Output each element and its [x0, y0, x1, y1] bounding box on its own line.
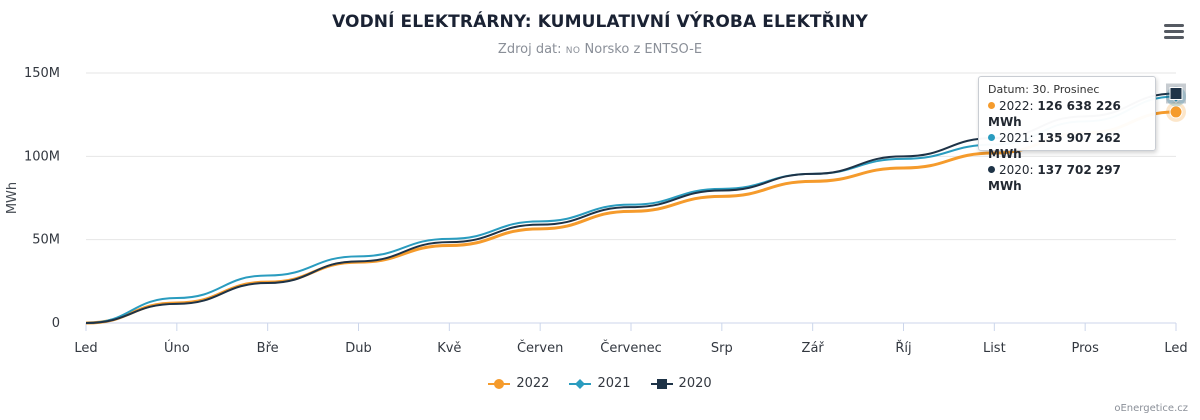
- x-tick-label: Dub: [345, 341, 372, 356]
- legend-label: 2020: [678, 376, 712, 391]
- circle-marker-icon: [488, 378, 511, 389]
- y-tick-label: 50M: [32, 233, 60, 248]
- chart-legend: 2022 2021 2020: [0, 376, 1200, 393]
- tooltip-row: 2021: 135 907 262 MWh: [988, 131, 1121, 161]
- credit-text[interactable]: oEnergetice.cz: [1114, 403, 1188, 414]
- tooltip-year: 2021: [999, 131, 1030, 145]
- x-tick-label: Úno: [164, 340, 190, 356]
- diamond-marker-icon: [569, 378, 592, 389]
- legend-item-2020[interactable]: 2020: [650, 376, 712, 391]
- y-tick-label: 150M: [24, 66, 60, 81]
- x-tick-label: Červen: [517, 340, 563, 356]
- tooltip-value: 137 702 297 MWh: [988, 163, 1121, 193]
- x-tick-label: Led: [1164, 341, 1187, 356]
- legend-item-2021[interactable]: 2021: [569, 376, 631, 391]
- tooltip-row: 2022: 126 638 226 MWh: [988, 99, 1121, 129]
- x-tick-label: Bře: [257, 341, 279, 356]
- country-flag-code: NO: [565, 46, 581, 56]
- tooltip-row: 2020: 137 702 297 MWh: [988, 163, 1121, 193]
- y-axis-title: MWh: [5, 182, 20, 214]
- y-tick-label: 0: [52, 316, 60, 331]
- chart-subtitle: Zdroj dat: NO Norsko z ENTSO-E: [0, 42, 1200, 57]
- x-tick-label: Pros: [1071, 341, 1099, 356]
- series-2022-dot: [988, 102, 995, 109]
- x-tick-label: Říj: [895, 340, 911, 356]
- tooltip-value: 126 638 226 MWh: [988, 99, 1121, 129]
- x-tick-label: Zář: [802, 341, 825, 356]
- legend-label: 2022: [516, 376, 550, 391]
- series-2020-dot: [988, 166, 995, 173]
- series-2021-dot: [988, 134, 995, 141]
- series-2022-end-marker: [1169, 105, 1183, 119]
- x-tick-label: Srp: [711, 341, 733, 356]
- y-tick-label: 100M: [24, 149, 60, 164]
- square-marker-icon: [650, 378, 673, 389]
- tooltip-year: 2022: [999, 99, 1030, 113]
- chart-tooltip: Datum: 30. Prosinec 2022: 126 638 226 MW…: [978, 76, 1156, 193]
- legend-item-2022[interactable]: 2022: [488, 376, 549, 391]
- legend-label: 2021: [597, 376, 631, 391]
- series-2020-end-marker: [1169, 86, 1183, 100]
- hamburger-menu-icon[interactable]: [1164, 24, 1184, 40]
- tooltip-year: 2020: [999, 163, 1030, 177]
- x-tick-label: Led: [74, 341, 97, 356]
- tooltip-value: 135 907 262 MWh: [988, 131, 1121, 161]
- chart-title: VODNÍ ELEKTRÁRNY: KUMULATIVNÍ VÝROBA ELE…: [332, 12, 868, 32]
- x-tick-label: Kvě: [437, 341, 461, 356]
- x-tick-label: Červenec: [600, 340, 662, 356]
- subtitle-source: Norsko z ENTSO-E: [584, 42, 703, 57]
- subtitle-prefix: Zdroj dat:: [497, 42, 562, 57]
- tooltip-date: Datum: 30. Prosinec: [988, 83, 1100, 96]
- x-tick-label: List: [983, 341, 1006, 356]
